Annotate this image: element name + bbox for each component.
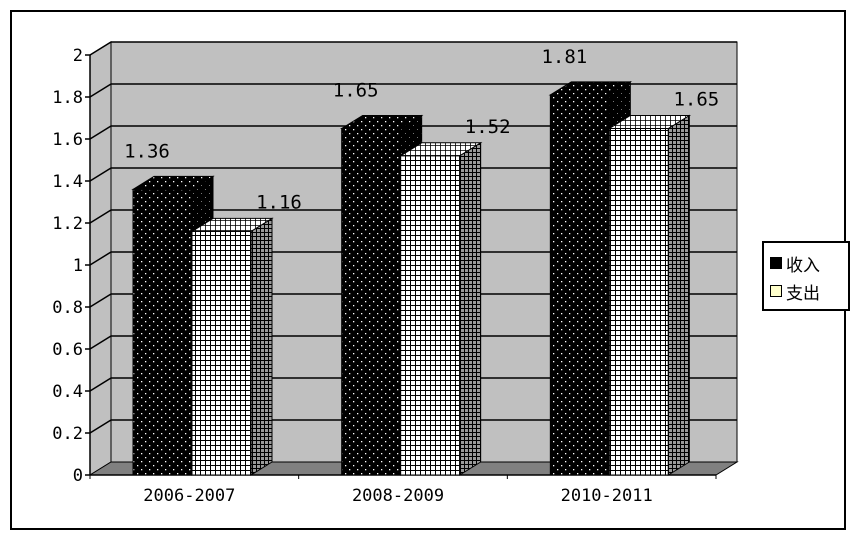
bar-top xyxy=(339,115,424,129)
bar-top xyxy=(548,81,633,96)
gridline xyxy=(89,293,737,308)
bar-side xyxy=(459,141,482,476)
x-tick-label: 2010-2011 xyxy=(561,486,653,506)
gridline xyxy=(89,419,737,434)
data-label: 1.65 xyxy=(673,89,719,111)
gridline xyxy=(89,167,737,182)
gridline xyxy=(89,41,737,56)
y-tick-label: 0.8 xyxy=(52,298,83,318)
gridline xyxy=(89,209,737,224)
x-tick-label: 2008-2009 xyxy=(352,486,444,506)
y-tick-label: 0.4 xyxy=(52,382,83,402)
gridline xyxy=(89,125,737,140)
y-tick-label: 1.8 xyxy=(52,88,83,108)
data-label: 1.36 xyxy=(124,140,170,162)
bar-series-0 xyxy=(341,128,402,476)
y-tick-label: 1.4 xyxy=(52,172,83,192)
y-tick-label: 1.6 xyxy=(52,130,83,150)
gridline xyxy=(89,335,737,350)
bar-series-1 xyxy=(191,230,252,476)
data-label: 1.16 xyxy=(256,191,302,213)
gridline xyxy=(89,377,737,392)
y-tick-label: 0.6 xyxy=(52,340,83,360)
bar-top xyxy=(131,175,215,190)
legend-label-series-0: 收入 xyxy=(786,255,820,276)
gridline xyxy=(89,83,737,98)
data-label: 1.52 xyxy=(465,116,511,138)
legend-swatch-series-1 xyxy=(770,285,782,297)
legend-item-series-0: 收入 xyxy=(770,252,820,276)
data-label: 1.65 xyxy=(333,80,379,102)
gridline xyxy=(89,251,737,266)
y-tick-label: 0.2 xyxy=(52,424,83,444)
bar-top xyxy=(398,142,483,157)
legend-label-series-1: 支出 xyxy=(786,283,820,304)
y-tick-label: 1.2 xyxy=(52,214,83,234)
legend-item-series-1: 支出 xyxy=(770,280,820,304)
bar-top xyxy=(607,115,692,129)
bar-series-1 xyxy=(400,155,461,476)
bar-series-1 xyxy=(608,128,669,476)
bar-series-0 xyxy=(549,94,610,476)
bar-side xyxy=(250,217,273,476)
bar-top xyxy=(190,217,274,232)
legend-swatch-series-0 xyxy=(770,257,782,269)
y-tick-label: 2 xyxy=(73,46,83,66)
y-tick-label: 1 xyxy=(73,256,83,276)
bar-side xyxy=(667,114,690,476)
x-tick-label: 2006-2007 xyxy=(143,486,235,506)
data-label: 1.81 xyxy=(541,46,587,68)
y-tick-label: 0 xyxy=(73,466,83,486)
legend: 收入 支出 xyxy=(762,241,850,311)
bar-series-0 xyxy=(132,188,193,476)
